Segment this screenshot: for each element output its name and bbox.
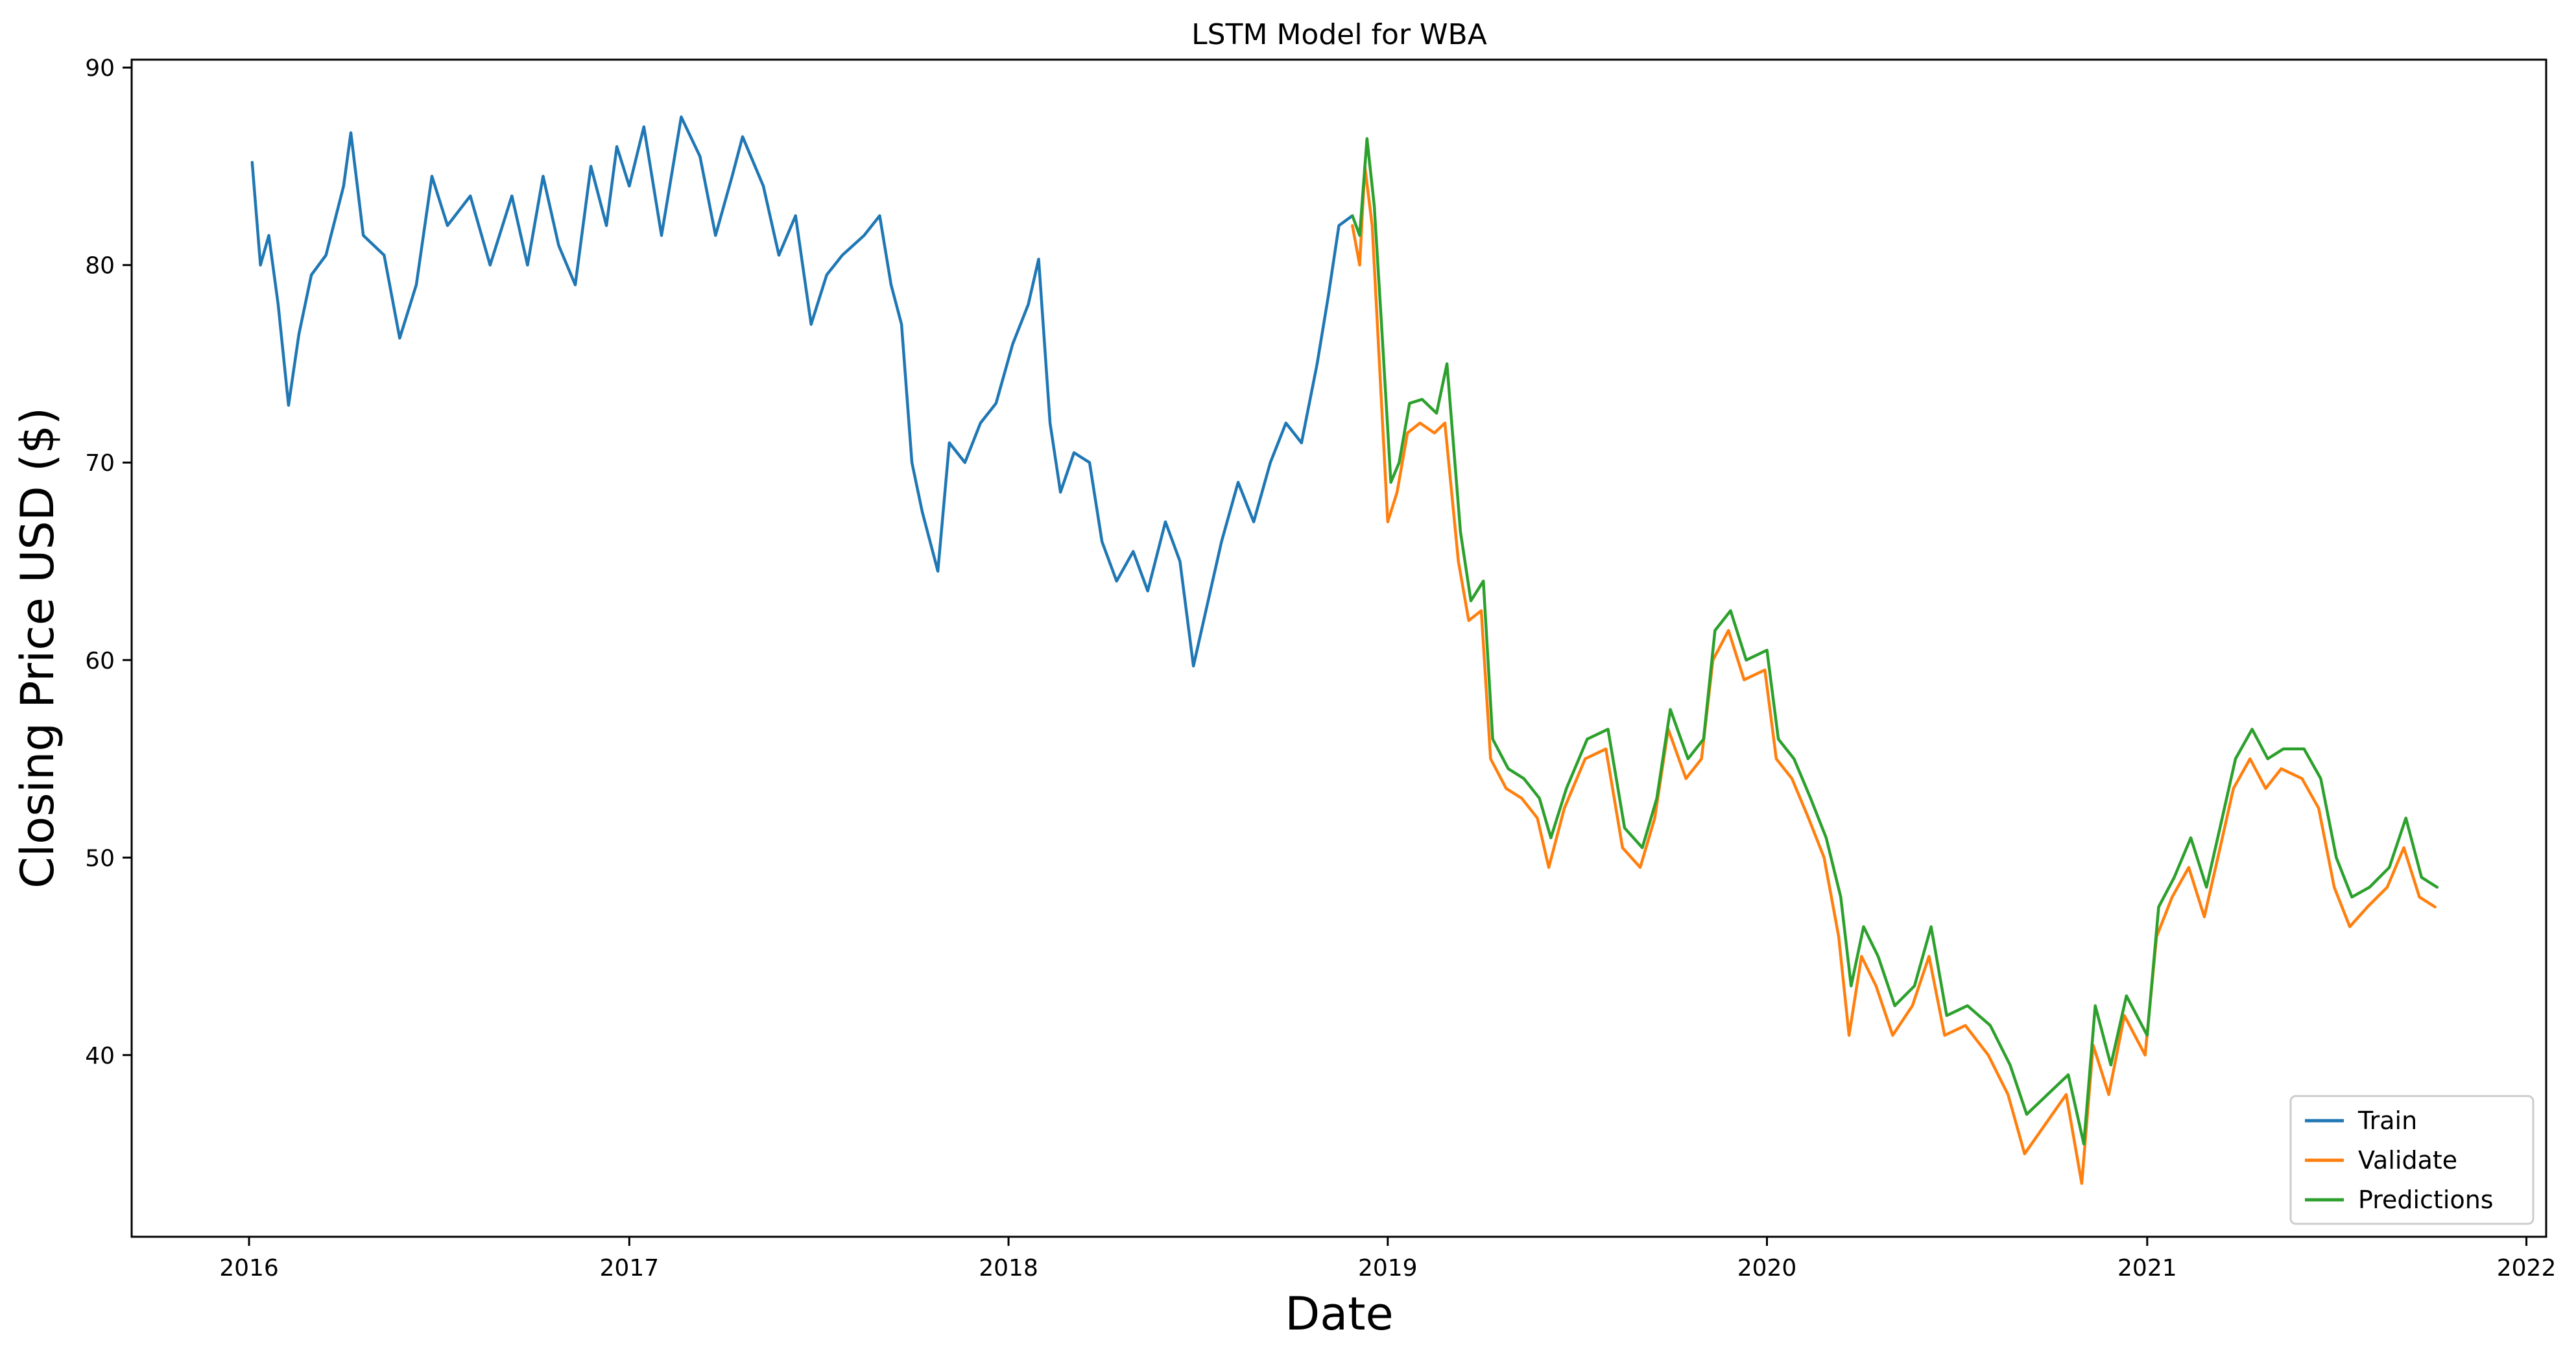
x-tick-label: 2018 — [979, 1255, 1038, 1282]
y-tick-label: 60 — [85, 648, 115, 674]
y-tick-label: 90 — [85, 55, 115, 82]
legend-label-predictions: Predictions — [2358, 1186, 2494, 1214]
legend-box — [2289, 1095, 2534, 1225]
axes-layer: 2016 2017 2018 2019 2020 2021 2022 40 50 60 70 80 90 — [85, 55, 2556, 1282]
legend-label-validate: Validate — [2358, 1146, 2457, 1175]
x-tick-label: 2016 — [219, 1255, 279, 1282]
series-line-train — [250, 115, 1354, 668]
y-axis-label: Closing Price USD ($) — [11, 407, 64, 889]
series-line-validate — [1351, 165, 2437, 1186]
x-tick-label: 2019 — [1358, 1255, 1418, 1282]
x-tick-label: 2021 — [2117, 1255, 2177, 1282]
legend-label-train: Train — [2357, 1106, 2417, 1135]
x-tick-label: 2022 — [2497, 1255, 2557, 1282]
x-tick-label: 2020 — [1737, 1255, 1797, 1282]
chart-title: LSTM Model for WBA — [1191, 18, 1487, 51]
series-line-predictions — [1351, 137, 2439, 1146]
y-tick-label: 70 — [85, 450, 115, 477]
series-layer — [250, 115, 2439, 1186]
y-tick-label: 80 — [85, 253, 115, 280]
plot-frame — [130, 58, 2547, 1238]
legend: Train Validate Predictions — [2289, 1095, 2534, 1225]
x-axis-label: Date — [1285, 1287, 1393, 1341]
y-tick-label: 40 — [85, 1043, 115, 1069]
y-tick-label: 50 — [85, 845, 115, 872]
x-tick-label: 2017 — [600, 1255, 660, 1282]
